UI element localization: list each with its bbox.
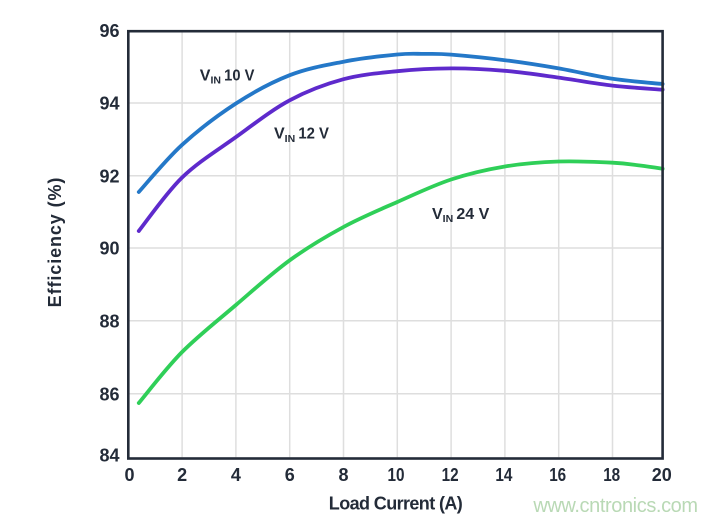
svg-text:Load Current (A): Load Current (A): [329, 494, 463, 514]
svg-text:18: 18: [603, 465, 620, 485]
svg-text:96: 96: [99, 21, 119, 41]
svg-text:16: 16: [549, 465, 566, 485]
svg-text:4: 4: [231, 465, 241, 485]
svg-text:84: 84: [99, 446, 119, 466]
svg-text:90: 90: [99, 239, 119, 259]
svg-text:86: 86: [99, 384, 119, 404]
svg-text:14: 14: [495, 465, 512, 485]
svg-text:92: 92: [99, 166, 119, 186]
svg-text:8: 8: [338, 465, 348, 485]
svg-text:10: 10: [388, 465, 405, 485]
svg-text:2: 2: [177, 465, 187, 485]
svg-text:88: 88: [99, 311, 119, 331]
svg-text:0: 0: [124, 465, 134, 485]
svg-text:94: 94: [99, 94, 119, 114]
svg-text:www.cntronics.com: www.cntronics.com: [532, 495, 697, 517]
svg-text:12: 12: [442, 465, 459, 485]
svg-text:6: 6: [285, 465, 295, 485]
svg-text:20: 20: [652, 465, 672, 485]
svg-text:Efficiency (%): Efficiency (%): [45, 177, 65, 308]
